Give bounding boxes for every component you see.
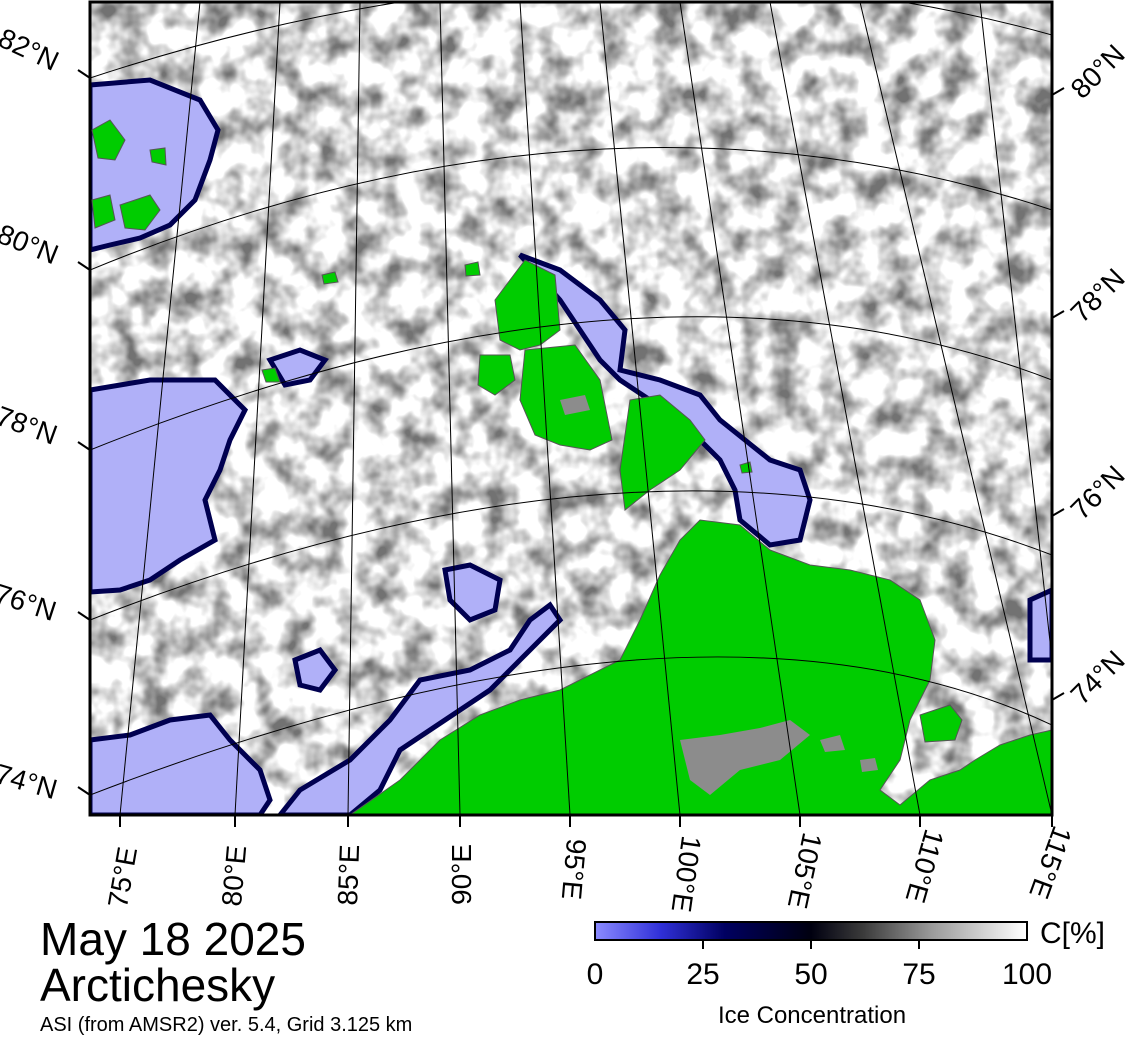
graticule <box>90 2 1052 815</box>
colorbar-tick-75: 75 <box>902 958 936 991</box>
ice-concentration-colorbar <box>594 921 1028 941</box>
colorbar-tickmark <box>918 941 920 949</box>
land-ice <box>560 395 878 795</box>
colorbar-tickmark <box>702 941 704 949</box>
colorbar-unit: C[%] <box>1040 917 1106 950</box>
colorbar-tick-25: 25 <box>686 958 720 991</box>
open-water-areas <box>90 77 1052 815</box>
lon-label-90e: 90°E <box>446 843 477 905</box>
lon-label-95e: 95°E <box>555 837 592 901</box>
data-source: ASI (from AMSR2) ver. 5.4, Grid 3.125 km <box>40 1014 413 1036</box>
colorbar-tick-100: 100 <box>1001 958 1053 991</box>
colorbar-tick-50: 50 <box>794 958 828 991</box>
map-date: May 18 2025 <box>40 913 306 965</box>
colorbar-tick-0: 0 <box>586 958 604 991</box>
colorbar-tickmark <box>810 941 812 949</box>
lon-label-85e: 85°E <box>332 843 366 907</box>
colorbar-title: Ice Concentration <box>717 1002 907 1029</box>
lon-label-80e: 80°E <box>216 844 253 908</box>
map-region: Arctichesky <box>40 959 276 1011</box>
